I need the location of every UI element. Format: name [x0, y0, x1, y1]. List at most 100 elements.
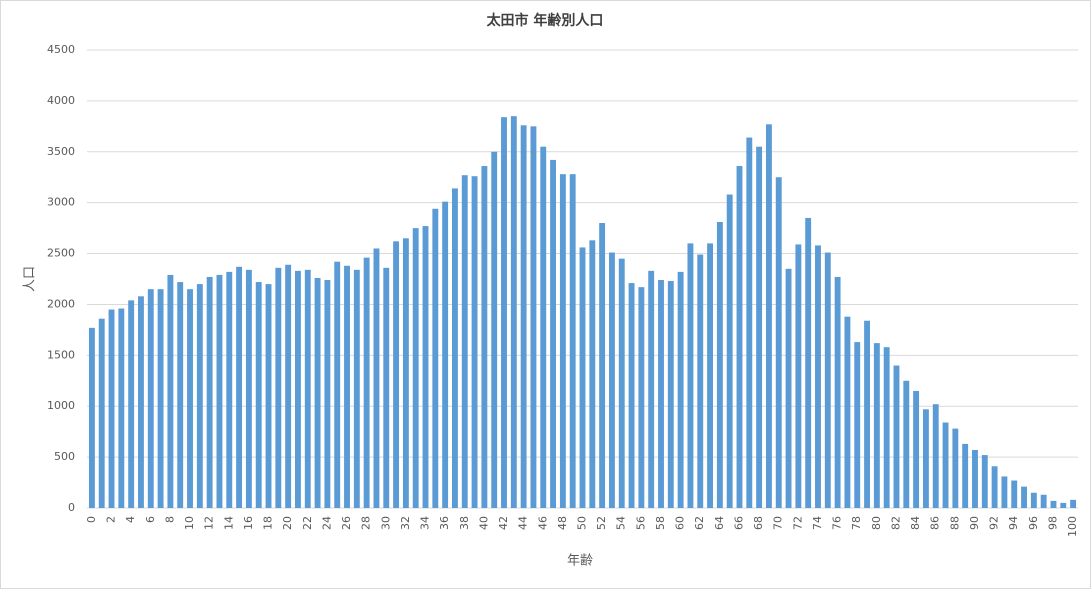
y-tick-label: 500	[54, 450, 75, 463]
x-tick-label: 24	[320, 516, 333, 530]
bar	[795, 244, 802, 508]
bar	[88, 327, 95, 508]
bar	[687, 243, 694, 508]
bar	[1030, 492, 1037, 508]
bar	[363, 257, 370, 508]
y-tick-label: 3500	[47, 145, 75, 158]
bar	[187, 289, 193, 508]
bar	[579, 247, 586, 508]
x-tick-label: 6	[144, 516, 157, 523]
x-tick-label: 28	[360, 516, 373, 530]
bar	[255, 282, 262, 508]
x-tick-label: 4	[124, 516, 137, 523]
x-tick-label: 84	[909, 516, 922, 530]
y-tick-label: 3000	[47, 196, 75, 209]
x-tick-label: 10	[183, 516, 196, 530]
y-tick-label: 1500	[47, 348, 75, 361]
bar	[177, 282, 184, 508]
bar	[422, 226, 429, 508]
bar	[1050, 500, 1057, 508]
x-tick-label: 34	[419, 516, 432, 530]
x-tick-label: 26	[340, 516, 353, 530]
bar	[432, 208, 439, 509]
x-tick-label: 72	[791, 516, 804, 530]
bar	[334, 261, 341, 508]
bar	[805, 217, 812, 508]
bar	[295, 270, 301, 508]
bar	[864, 320, 870, 508]
bar	[491, 151, 498, 508]
bar	[746, 137, 753, 509]
bar	[785, 268, 792, 508]
bar	[520, 125, 527, 508]
bar	[245, 269, 252, 508]
bar	[530, 126, 537, 508]
bar	[510, 116, 517, 509]
bar	[648, 270, 655, 508]
bar	[1070, 499, 1077, 508]
y-tick-label: 2500	[47, 247, 75, 260]
bar	[922, 409, 929, 508]
bar	[972, 449, 978, 508]
bar	[1001, 476, 1008, 508]
x-tick-label: 46	[536, 516, 549, 530]
bar	[952, 428, 959, 508]
bar	[501, 117, 507, 508]
bar	[883, 347, 890, 508]
bar	[1021, 486, 1027, 508]
x-tick-label: 18	[262, 516, 275, 530]
bar	[658, 280, 664, 508]
bar	[393, 241, 400, 508]
bar	[854, 342, 861, 508]
x-tick-label: 30	[379, 516, 392, 530]
bar	[540, 146, 547, 508]
bar	[383, 267, 390, 508]
y-tick-label: 4000	[47, 94, 75, 107]
bar	[775, 177, 782, 508]
bar	[942, 422, 949, 508]
bar	[412, 228, 419, 508]
bar	[893, 365, 900, 508]
bar	[638, 287, 645, 508]
bar	[157, 289, 164, 508]
bar	[1060, 502, 1067, 508]
bar	[981, 455, 988, 508]
bar	[559, 174, 566, 508]
x-tick-label: 100	[1066, 516, 1079, 537]
bar	[353, 269, 360, 508]
bar	[903, 380, 910, 508]
x-tick-label: 70	[772, 516, 785, 530]
bar	[108, 309, 115, 508]
bar	[314, 277, 321, 508]
bar	[128, 300, 135, 508]
y-tick-label: 2000	[47, 297, 75, 310]
bar	[550, 159, 557, 509]
x-tick-label: 92	[988, 516, 1001, 530]
bar	[707, 243, 713, 508]
bar	[324, 280, 331, 508]
x-tick-label: 94	[1007, 516, 1020, 530]
bar	[226, 271, 233, 508]
bar	[697, 254, 704, 508]
bar	[304, 269, 311, 508]
x-tick-label: 78	[850, 516, 863, 530]
bar	[873, 343, 880, 508]
bar	[628, 283, 635, 508]
x-tick-label: 2	[105, 516, 118, 523]
bar	[216, 274, 223, 508]
bar	[962, 443, 969, 508]
x-tick-label: 88	[948, 516, 961, 530]
bar	[667, 281, 674, 508]
x-tick-label: 38	[458, 516, 471, 530]
bar	[285, 264, 292, 508]
bar	[677, 271, 684, 508]
x-tick-label: 62	[693, 516, 706, 530]
bar	[756, 146, 763, 508]
x-tick-label: 74	[811, 516, 824, 530]
x-tick-label: 82	[889, 516, 902, 530]
bar	[167, 274, 174, 508]
x-tick-label: 42	[497, 516, 510, 530]
chart-title: 太田市 年齢別人口	[487, 12, 604, 29]
x-tick-label: 40	[477, 516, 490, 530]
